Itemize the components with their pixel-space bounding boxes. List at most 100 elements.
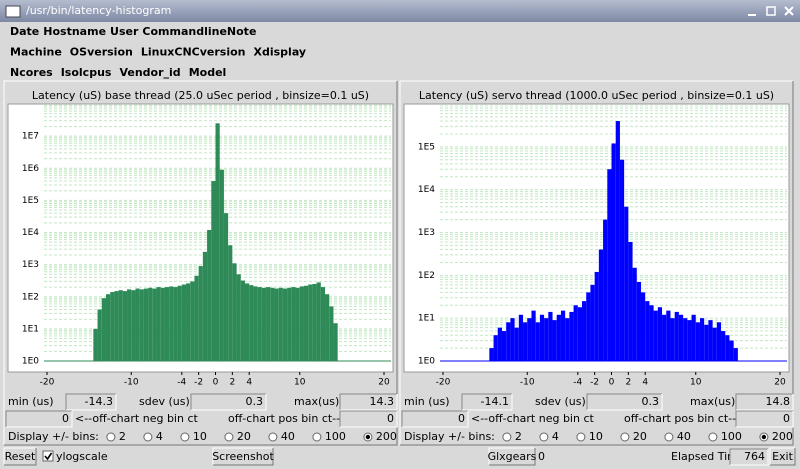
bin-radio[interactable]: 2 (502, 430, 522, 443)
ylogscale-checkbox[interactable]: ylogscale (42, 450, 108, 463)
bin-radio[interactable]: 2 (106, 430, 126, 443)
checkbox-box (42, 450, 54, 462)
sdev-value-field-edge (586, 393, 662, 410)
histogram-bar (219, 169, 224, 361)
histogram-bar (266, 287, 271, 361)
histogram-bar (678, 314, 684, 361)
reset-button-edge (4, 448, 37, 466)
min-value: -14.3 (85, 395, 113, 408)
bin-radio[interactable]: 40 (664, 430, 691, 443)
histogram-bar (695, 322, 700, 361)
bin-radio[interactable]: 10 (576, 430, 603, 443)
bin-radio[interactable]: 100 (312, 430, 346, 443)
radio-button (224, 432, 234, 442)
header-field: Isolcpus (61, 66, 112, 79)
histogram-bar (101, 298, 106, 361)
bin-radio[interactable]: 20 (224, 430, 251, 443)
exit-button[interactable]: Exit (769, 447, 796, 466)
window-controls[interactable] (748, 6, 794, 16)
x-tick-label: -10 (124, 378, 139, 388)
histogram-bar (510, 318, 515, 361)
chart-panel-edge (399, 80, 793, 445)
histogram-bar (156, 287, 161, 361)
bin-radio[interactable]: 200 (363, 430, 397, 443)
histogram-bar (565, 318, 570, 361)
y-tick-label: 1E5 (418, 142, 435, 152)
x-tick-label: -20 (436, 378, 451, 388)
histogram-bar (611, 143, 616, 361)
histogram-bar (674, 311, 679, 361)
histogram-bar (716, 322, 722, 361)
bin-radio[interactable]: 4 (539, 430, 559, 443)
radio-label: 2 (515, 430, 522, 443)
stat-label: <--off-chart neg bin ct (75, 412, 199, 425)
x-tick-label: 20 (774, 378, 786, 388)
histogram-bar (173, 287, 178, 361)
histogram-bar (691, 314, 696, 361)
radio-button (106, 432, 116, 442)
max-value-field (735, 393, 794, 411)
radio-label: 40 (281, 430, 295, 443)
histogram-bar (211, 181, 216, 361)
bin-radio[interactable]: 100 (708, 430, 742, 443)
histogram-bar (725, 335, 730, 361)
neg-count-field-face (402, 411, 468, 427)
y-tick-label: 1E7 (22, 132, 39, 142)
histogram-bar (607, 169, 612, 361)
max-value-field-edge (735, 393, 793, 410)
histogram-bar (169, 286, 174, 361)
radio-button (539, 432, 549, 442)
histogram-bar (97, 309, 102, 361)
bin-radio[interactable]: 10 (180, 430, 207, 443)
histogram-bar (531, 310, 536, 361)
y-tick-label: 1E4 (418, 185, 435, 195)
header-field: Vendor_id (119, 66, 180, 79)
radio-label: 200 (376, 430, 397, 443)
histogram-bar (249, 285, 254, 361)
bin-radio[interactable]: 200 (759, 430, 793, 443)
histogram-bar (312, 283, 317, 361)
histogram-bar (143, 288, 149, 361)
pos-count-field (735, 410, 794, 428)
histogram-bar (261, 287, 267, 361)
reset-button[interactable]: Reset (3, 447, 37, 466)
bin-radio[interactable]: 20 (620, 430, 647, 443)
bin-radio[interactable]: 4 (143, 430, 163, 443)
screenshot-button-face (213, 448, 273, 465)
histogram-bar (139, 289, 144, 361)
max-value-field-face (340, 394, 397, 410)
histogram-bar (523, 322, 528, 361)
radio-button (664, 432, 674, 442)
histogram-bar (287, 287, 292, 361)
y-tick-label: 1E4 (22, 228, 39, 238)
histogram-bar (181, 284, 187, 361)
histogram-bar (135, 288, 140, 361)
histogram-bar (118, 290, 123, 361)
reset-button-label: Reset (5, 450, 36, 463)
histogram-bar (228, 245, 233, 361)
histogram-bar (253, 286, 258, 361)
radio-button (268, 432, 278, 442)
sdev-value-field-edge (587, 394, 663, 411)
stat-label: off-chart pos bin ct--> (624, 412, 745, 425)
histogram-bar (552, 320, 557, 361)
histogram-bar (303, 285, 309, 361)
histogram-bar (636, 281, 641, 361)
histogram-bar (527, 318, 532, 361)
histogram-bar (236, 274, 241, 361)
pos-count: 0 (387, 412, 394, 425)
window-icon (5, 5, 21, 18)
histogram-bar (619, 159, 625, 361)
histogram-bar (244, 283, 250, 361)
histogram-bar (291, 287, 296, 361)
max-value-field-face (736, 394, 793, 410)
bin-radio[interactable]: 40 (268, 430, 295, 443)
pos-count: 0 (783, 412, 790, 425)
screenshot-button[interactable]: Screenshot (212, 447, 274, 466)
header-field: Ncores (10, 66, 53, 79)
histogram-bar (270, 287, 275, 361)
histogram-bar (215, 123, 220, 361)
glxgears-button[interactable]: Glxgears (488, 447, 537, 466)
neg-count-field-edge (5, 410, 72, 427)
bins-label: Display +/- bins: (8, 430, 99, 443)
